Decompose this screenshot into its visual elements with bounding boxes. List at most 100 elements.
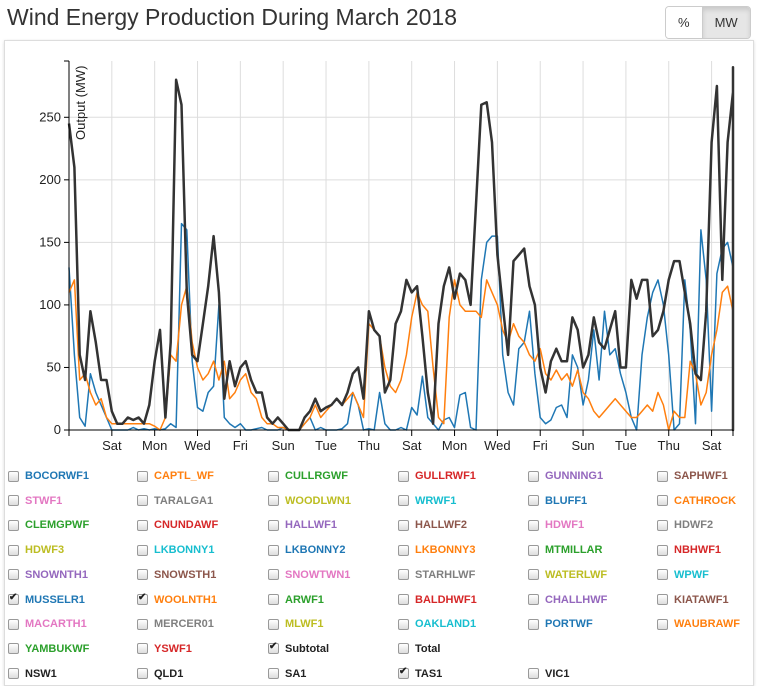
checkbox[interactable]: [657, 544, 668, 556]
checkbox[interactable]: [398, 495, 409, 507]
checkbox[interactable]: [8, 643, 19, 655]
checkbox[interactable]: [657, 519, 668, 531]
checkbox[interactable]: [268, 569, 279, 581]
series-toggle-waterlwf[interactable]: WATERLWF: [528, 565, 607, 585]
series-toggle-waubrawf[interactable]: WAUBRAWF: [657, 614, 740, 634]
series-toggle-tas1[interactable]: TAS1: [398, 664, 442, 684]
checkbox[interactable]: [8, 470, 19, 482]
series-toggle-lkbonny1[interactable]: LKBONNY1: [137, 540, 215, 560]
series-toggle-arwf1[interactable]: ARWF1: [268, 590, 324, 610]
checkbox[interactable]: [8, 618, 19, 630]
checkbox[interactable]: [137, 643, 148, 655]
checkbox[interactable]: [137, 618, 148, 630]
series-toggle-yambukwf[interactable]: YAMBUKWF: [8, 639, 89, 659]
checkbox[interactable]: [8, 668, 19, 680]
series-toggle-total[interactable]: Total: [398, 639, 440, 659]
checkbox[interactable]: [528, 668, 539, 680]
checkbox[interactable]: [657, 470, 668, 482]
checkbox[interactable]: [528, 519, 539, 531]
series-toggle-subtotal[interactable]: Subtotal: [268, 639, 329, 659]
series-toggle-snownth1[interactable]: SNOWNTH1: [8, 565, 88, 585]
series-toggle-cathrock[interactable]: CATHROCK: [657, 491, 736, 511]
series-toggle-bluff1[interactable]: BLUFF1: [528, 491, 587, 511]
series-toggle-clemgpwf[interactable]: CLEMGPWF: [8, 515, 89, 535]
checkbox[interactable]: [657, 594, 668, 605]
checkbox[interactable]: [137, 470, 148, 482]
checkbox[interactable]: [657, 495, 668, 507]
series-toggle-bocorwf1[interactable]: BOCORWF1: [8, 466, 89, 486]
series-toggle-nsw1[interactable]: NSW1: [8, 664, 57, 684]
series-toggle-mlwf1[interactable]: MLWF1: [268, 614, 324, 634]
checkbox[interactable]: [528, 569, 539, 581]
series-toggle-oakland1[interactable]: OAKLAND1: [398, 614, 476, 634]
series-toggle-hallwf2[interactable]: HALLWF2: [398, 515, 467, 535]
checkbox[interactable]: [8, 544, 19, 556]
checkbox[interactable]: [8, 495, 19, 507]
checkbox[interactable]: [268, 519, 279, 531]
series-toggle-gunning1[interactable]: GUNNING1: [528, 466, 603, 486]
checkbox[interactable]: [528, 594, 539, 605]
series-toggle-musselr1[interactable]: MUSSELR1: [8, 590, 85, 610]
checkbox[interactable]: [8, 519, 19, 531]
series-toggle-cullrgwf[interactable]: CULLRGWF: [268, 466, 348, 486]
checkbox[interactable]: [398, 569, 409, 581]
series-toggle-kiatawf1[interactable]: KIATAWF1: [657, 590, 729, 610]
series-toggle-hdwf1[interactable]: HDWF1: [528, 515, 584, 535]
checkbox[interactable]: [268, 594, 279, 605]
series-toggle-macarth1[interactable]: MACARTH1: [8, 614, 87, 634]
checkbox-checked[interactable]: [137, 592, 148, 605]
checkbox[interactable]: [398, 519, 409, 531]
checkbox[interactable]: [268, 544, 279, 556]
checkbox[interactable]: [137, 668, 148, 680]
checkbox[interactable]: [268, 495, 279, 507]
checkbox[interactable]: [137, 569, 148, 581]
series-toggle-yswf1[interactable]: YSWF1: [137, 639, 192, 659]
series-toggle-qld1[interactable]: QLD1: [137, 664, 183, 684]
series-toggle-cnundawf[interactable]: CNUNDAWF: [137, 515, 218, 535]
checkbox[interactable]: [8, 569, 19, 581]
series-toggle-wrwf1[interactable]: WRWF1: [398, 491, 456, 511]
checkbox[interactable]: [268, 618, 279, 630]
checkbox[interactable]: [398, 618, 409, 630]
checkbox[interactable]: [137, 519, 148, 531]
checkbox[interactable]: [528, 544, 539, 556]
checkbox[interactable]: [657, 569, 668, 581]
percent-button[interactable]: %: [666, 7, 702, 38]
series-toggle-hdwf3[interactable]: HDWF3: [8, 540, 64, 560]
series-toggle-nbhwf1[interactable]: NBHWF1: [657, 540, 721, 560]
checkbox[interactable]: [657, 618, 668, 630]
series-toggle-sa1[interactable]: SA1: [268, 664, 306, 684]
checkbox[interactable]: [398, 544, 409, 556]
mw-button[interactable]: MW: [701, 7, 750, 38]
checkbox[interactable]: [137, 495, 148, 507]
series-toggle-portwf[interactable]: PORTWF: [528, 614, 593, 634]
series-toggle-gullrwf1[interactable]: GULLRWF1: [398, 466, 476, 486]
checkbox[interactable]: [137, 544, 148, 556]
checkbox[interactable]: [528, 470, 539, 482]
checkbox[interactable]: [268, 470, 279, 482]
checkbox-checked[interactable]: [8, 592, 19, 605]
series-toggle-taralga1[interactable]: TARALGA1: [137, 491, 213, 511]
series-toggle-vic1[interactable]: VIC1: [528, 664, 569, 684]
series-toggle-stwf1[interactable]: STWF1: [8, 491, 62, 511]
series-toggle-wpwf[interactable]: WPWF: [657, 565, 709, 585]
series-toggle-mercer01[interactable]: MERCER01: [137, 614, 214, 634]
series-toggle-snowtwn1[interactable]: SNOWTWN1: [268, 565, 350, 585]
checkbox[interactable]: [398, 643, 409, 655]
series-toggle-lkbonny2[interactable]: LKBONNY2: [268, 540, 346, 560]
checkbox[interactable]: [528, 618, 539, 630]
checkbox-checked[interactable]: [268, 641, 279, 655]
series-toggle-hallwf1[interactable]: HALLWF1: [268, 515, 337, 535]
checkbox[interactable]: [268, 668, 279, 680]
series-toggle-starhlwf[interactable]: STARHLWF: [398, 565, 475, 585]
series-toggle-woodlwn1[interactable]: WOODLWN1: [268, 491, 351, 511]
series-toggle-baldhwf1[interactable]: BALDHWF1: [398, 590, 477, 610]
series-toggle-snowsth1[interactable]: SNOWSTH1: [137, 565, 216, 585]
series-toggle-mtmillar[interactable]: MTMILLAR: [528, 540, 602, 560]
checkbox[interactable]: [528, 495, 539, 507]
checkbox[interactable]: [398, 470, 409, 482]
series-toggle-saphwf1[interactable]: SAPHWF1: [657, 466, 728, 486]
series-toggle-challhwf[interactable]: CHALLHWF: [528, 590, 607, 610]
series-toggle-hdwf2[interactable]: HDWF2: [657, 515, 713, 535]
checkbox[interactable]: [398, 594, 409, 605]
